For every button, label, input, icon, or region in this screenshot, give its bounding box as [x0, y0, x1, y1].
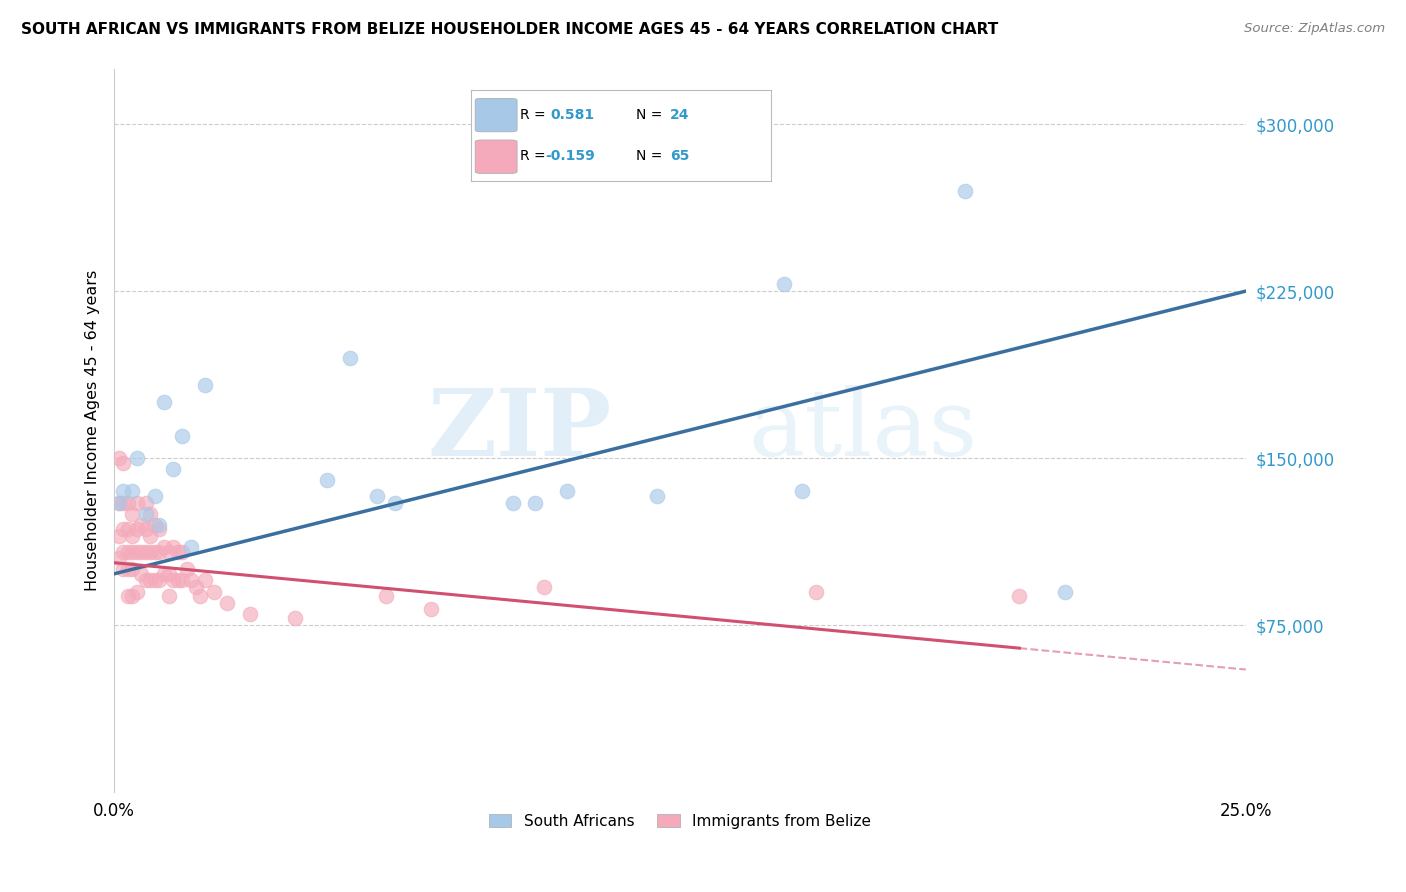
Point: [166, 544, 188, 558]
Point: [125, 584, 148, 599]
Point: [194, 574, 217, 588]
Point: [121, 507, 143, 521]
Point: [135, 544, 157, 558]
Point: [107, 551, 129, 566]
Point: [135, 522, 157, 536]
Point: [166, 574, 188, 588]
Point: [188, 589, 211, 603]
Point: [131, 566, 153, 581]
Point: [502, 495, 524, 509]
Point: [107, 451, 129, 466]
Point: [112, 495, 135, 509]
Point: [148, 522, 170, 536]
Point: [647, 489, 669, 503]
Point: [153, 395, 176, 409]
Point: [217, 596, 239, 610]
Point: [194, 377, 217, 392]
Point: [107, 495, 129, 509]
Point: [125, 495, 148, 509]
Point: [143, 489, 166, 503]
Point: [176, 562, 198, 576]
Point: [953, 184, 976, 198]
Text: atlas: atlas: [748, 385, 977, 475]
Point: [184, 580, 207, 594]
Point: [172, 429, 194, 443]
Point: [135, 574, 157, 588]
Point: [131, 544, 153, 558]
Point: [524, 495, 547, 509]
Point: [148, 517, 170, 532]
Legend: South Africans, Immigrants from Belize: South Africans, Immigrants from Belize: [482, 807, 877, 835]
Point: [374, 589, 396, 603]
Text: Source: ZipAtlas.com: Source: ZipAtlas.com: [1244, 22, 1385, 36]
Point: [1053, 584, 1076, 599]
Point: [139, 544, 162, 558]
Point: [792, 484, 814, 499]
Point: [153, 540, 176, 554]
Point: [139, 529, 162, 543]
Point: [162, 574, 184, 588]
Point: [162, 540, 184, 554]
Point: [131, 517, 153, 532]
Point: [117, 495, 139, 509]
Point: [125, 544, 148, 558]
Point: [121, 562, 143, 576]
Point: [384, 495, 406, 509]
Point: [420, 602, 443, 616]
Point: [180, 540, 202, 554]
Point: [157, 566, 180, 581]
Point: [107, 495, 129, 509]
Point: [117, 562, 139, 576]
Point: [172, 544, 194, 558]
Point: [148, 544, 170, 558]
Point: [153, 566, 176, 581]
Point: [366, 489, 388, 503]
Point: [804, 584, 827, 599]
Point: [121, 544, 143, 558]
Point: [112, 456, 135, 470]
Point: [139, 574, 162, 588]
Point: [148, 574, 170, 588]
Point: [172, 574, 194, 588]
Point: [125, 451, 148, 466]
Point: [143, 517, 166, 532]
Point: [339, 351, 361, 365]
Point: [773, 277, 796, 292]
Y-axis label: Householder Income Ages 45 - 64 years: Householder Income Ages 45 - 64 years: [86, 269, 100, 591]
Point: [533, 580, 555, 594]
Text: ZIP: ZIP: [427, 385, 612, 475]
Point: [112, 544, 135, 558]
Point: [121, 484, 143, 499]
Point: [162, 462, 184, 476]
Text: SOUTH AFRICAN VS IMMIGRANTS FROM BELIZE HOUSEHOLDER INCOME AGES 45 - 64 YEARS CO: SOUTH AFRICAN VS IMMIGRANTS FROM BELIZE …: [21, 22, 998, 37]
Point: [112, 562, 135, 576]
Point: [157, 544, 180, 558]
Point: [117, 589, 139, 603]
Point: [555, 484, 578, 499]
Point: [157, 589, 180, 603]
Point: [139, 507, 162, 521]
Point: [1008, 589, 1031, 603]
Point: [125, 522, 148, 536]
Point: [143, 544, 166, 558]
Point: [117, 544, 139, 558]
Point: [121, 529, 143, 543]
Point: [117, 522, 139, 536]
Point: [284, 611, 307, 625]
Point: [202, 584, 225, 599]
Point: [112, 522, 135, 536]
Point: [107, 529, 129, 543]
Point: [180, 574, 202, 588]
Point: [316, 473, 339, 487]
Point: [112, 484, 135, 499]
Point: [143, 574, 166, 588]
Point: [239, 607, 262, 621]
Point: [135, 495, 157, 509]
Point: [121, 589, 143, 603]
Point: [135, 507, 157, 521]
